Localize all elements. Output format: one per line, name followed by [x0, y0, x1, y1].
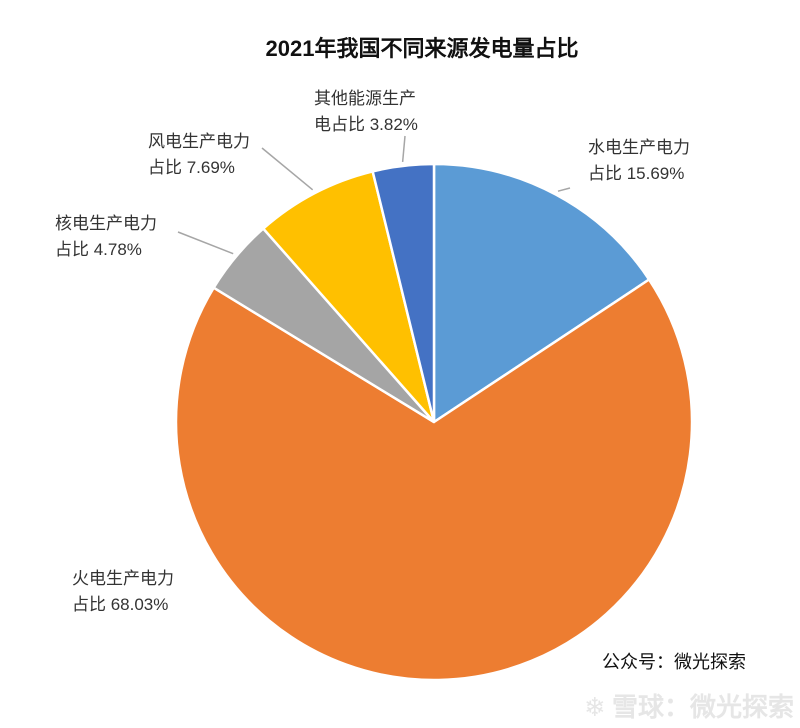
chart-title: 2021年我国不同来源发电量占比 [266, 36, 579, 61]
leader-line-3 [261, 147, 314, 191]
slice-label-2: 核电生产电力占比 4.78% [55, 214, 157, 259]
leader-line-4 [401, 135, 406, 162]
pie-slice-3 [261, 169, 436, 423]
slice-label-0: 水电生产电力占比 15.69% [588, 138, 690, 183]
snowball-logo-icon: ❄ [584, 692, 606, 722]
pie-slice-4 [371, 162, 436, 423]
watermark: ❄ 雪球：微光探索 [584, 692, 794, 722]
pie-slice-0 [432, 162, 651, 425]
slice-label-1: 火电生产电力占比 68.03% [72, 569, 174, 614]
credit-text: 公众号：微光探索 [602, 652, 746, 672]
slice-label-3: 风电生产电力占比 7.69% [148, 132, 250, 177]
leader-line-2 [177, 231, 234, 255]
leader-line-0 [557, 187, 571, 192]
pie-slice-1 [174, 277, 694, 682]
slice-label-4: 其他能源生产电占比 3.82% [314, 89, 418, 134]
watermark-text: 雪球：微光探索 [612, 692, 794, 722]
